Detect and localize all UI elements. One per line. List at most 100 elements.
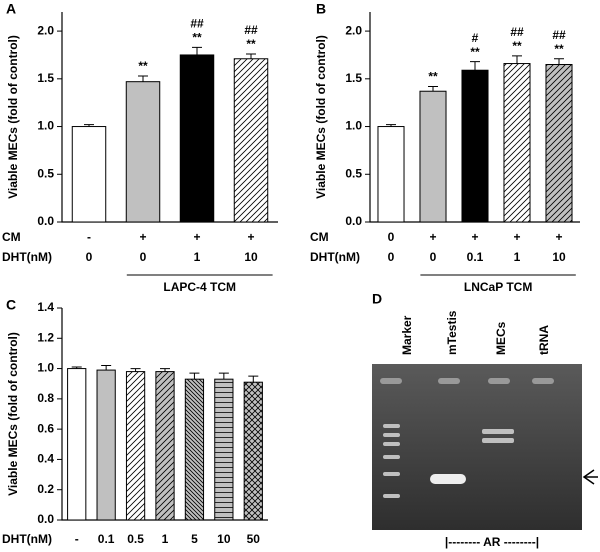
error-bar xyxy=(512,55,522,64)
y-tick-label: 1.5 xyxy=(345,71,362,85)
bar xyxy=(419,90,447,223)
y-tick-label: 0.5 xyxy=(37,166,54,180)
group-label: LNCaP TCM xyxy=(464,280,532,294)
x-tick-label: 0 xyxy=(430,250,437,264)
y-tick-label: 2.0 xyxy=(37,23,54,37)
y-tick-label: 1.2 xyxy=(37,330,54,344)
x-tick-label: + xyxy=(193,230,200,244)
error-bar xyxy=(160,368,170,372)
bar xyxy=(155,371,175,521)
y-tick-label: 1.0 xyxy=(37,361,54,375)
y-tick-label: 0.0 xyxy=(345,214,362,228)
significance: ** xyxy=(512,39,522,53)
error-bar xyxy=(218,372,229,380)
x-tick-label: 1 xyxy=(162,532,169,546)
x-tick-label: 0.5 xyxy=(127,532,144,546)
y-tick-label: 2.0 xyxy=(345,23,362,37)
y-tick-label: 0.5 xyxy=(345,166,362,180)
arrow-head xyxy=(582,469,595,485)
gel xyxy=(372,364,582,530)
x-tick-label: + xyxy=(139,230,146,244)
x-tick-label: 10 xyxy=(244,250,258,264)
error-bar xyxy=(101,365,112,371)
bar xyxy=(545,64,573,223)
lane-label: tRNA xyxy=(537,325,551,355)
row-label: CM xyxy=(310,230,329,244)
y-axis-label: Viable MECs (fold of control) xyxy=(314,35,328,199)
row-label: CM xyxy=(2,230,21,244)
error-bar xyxy=(428,85,438,92)
y-axis-label: Viable MECs (fold of control) xyxy=(6,35,20,199)
y-tick-label: 1.0 xyxy=(37,119,54,133)
lane-label: mTestis xyxy=(445,310,459,355)
row-label: DHT(nM) xyxy=(310,250,360,264)
error-bar xyxy=(189,372,200,380)
significance-hash: ## xyxy=(190,16,204,30)
significance-hash: ## xyxy=(510,25,524,39)
bar xyxy=(179,54,215,223)
significance: ** xyxy=(246,37,256,51)
x-tick-label: - xyxy=(87,230,91,244)
y-tick-label: 0.0 xyxy=(37,512,54,526)
row-label: DHT(nM) xyxy=(2,532,52,546)
bar xyxy=(243,381,263,521)
y-tick-label: 1.0 xyxy=(345,119,362,133)
x-tick-label: - xyxy=(75,532,79,546)
bar xyxy=(377,126,405,223)
x-tick-label: + xyxy=(513,230,520,244)
significance-hash: ## xyxy=(244,23,258,37)
bar xyxy=(67,368,87,521)
bar xyxy=(125,81,161,223)
panel-letter: D xyxy=(372,291,382,307)
error-bar xyxy=(246,53,256,59)
x-tick-label: 0.1 xyxy=(98,532,115,546)
x-tick-label: 0 xyxy=(140,250,147,264)
x-tick-label: 50 xyxy=(247,532,261,546)
x-tick-label: 1 xyxy=(514,250,521,264)
error-bar xyxy=(470,61,480,71)
bar xyxy=(503,63,531,223)
error-bar xyxy=(138,75,148,82)
significance: ** xyxy=(192,30,202,44)
significance: ** xyxy=(470,45,480,59)
significance-hash: ## xyxy=(552,28,566,42)
x-tick-label: + xyxy=(429,230,436,244)
row-label: DHT(nM) xyxy=(2,250,52,264)
panel-letter: A xyxy=(6,1,16,17)
significance: ** xyxy=(428,70,438,84)
lane-label: Marker xyxy=(400,315,414,355)
error-bar xyxy=(192,46,202,55)
y-tick-label: 0.4 xyxy=(37,452,54,466)
x-tick-label: 0 xyxy=(388,230,395,244)
error-bar xyxy=(130,368,141,372)
y-tick-label: 0.2 xyxy=(37,482,54,496)
x-tick-label: 10 xyxy=(217,532,231,546)
bar xyxy=(184,378,205,521)
x-tick-label: + xyxy=(471,230,478,244)
y-tick-label: 1.5 xyxy=(37,71,54,85)
lane-label: MECs xyxy=(494,321,508,355)
significance-hash: # xyxy=(472,31,479,45)
significance: ** xyxy=(138,59,148,73)
x-tick-label: 0.1 xyxy=(467,250,484,264)
x-tick-label: + xyxy=(247,230,254,244)
gel-caption: |-------- AR --------| xyxy=(445,535,539,549)
y-tick-label: 0.0 xyxy=(37,214,54,228)
error-bar xyxy=(248,375,259,383)
x-tick-label: 0 xyxy=(388,250,395,264)
x-tick-label: 1 xyxy=(194,250,201,264)
bar xyxy=(71,126,107,223)
gel-bands xyxy=(380,378,554,498)
y-tick-label: 0.6 xyxy=(37,421,54,435)
y-tick-label: 1.4 xyxy=(37,300,54,314)
bar xyxy=(214,378,234,521)
bar xyxy=(233,58,269,223)
gel-panel: D Marker mTestis MECs tRNA |-------- AR … xyxy=(372,291,598,549)
panel-letter: C xyxy=(6,297,16,313)
group-label: LAPC-4 TCM xyxy=(163,280,236,294)
bar xyxy=(96,369,116,521)
y-axis-label: Viable MECs (fold of control) xyxy=(6,332,20,496)
y-tick-label: 0.8 xyxy=(37,391,54,405)
panel-letter: B xyxy=(316,1,326,17)
